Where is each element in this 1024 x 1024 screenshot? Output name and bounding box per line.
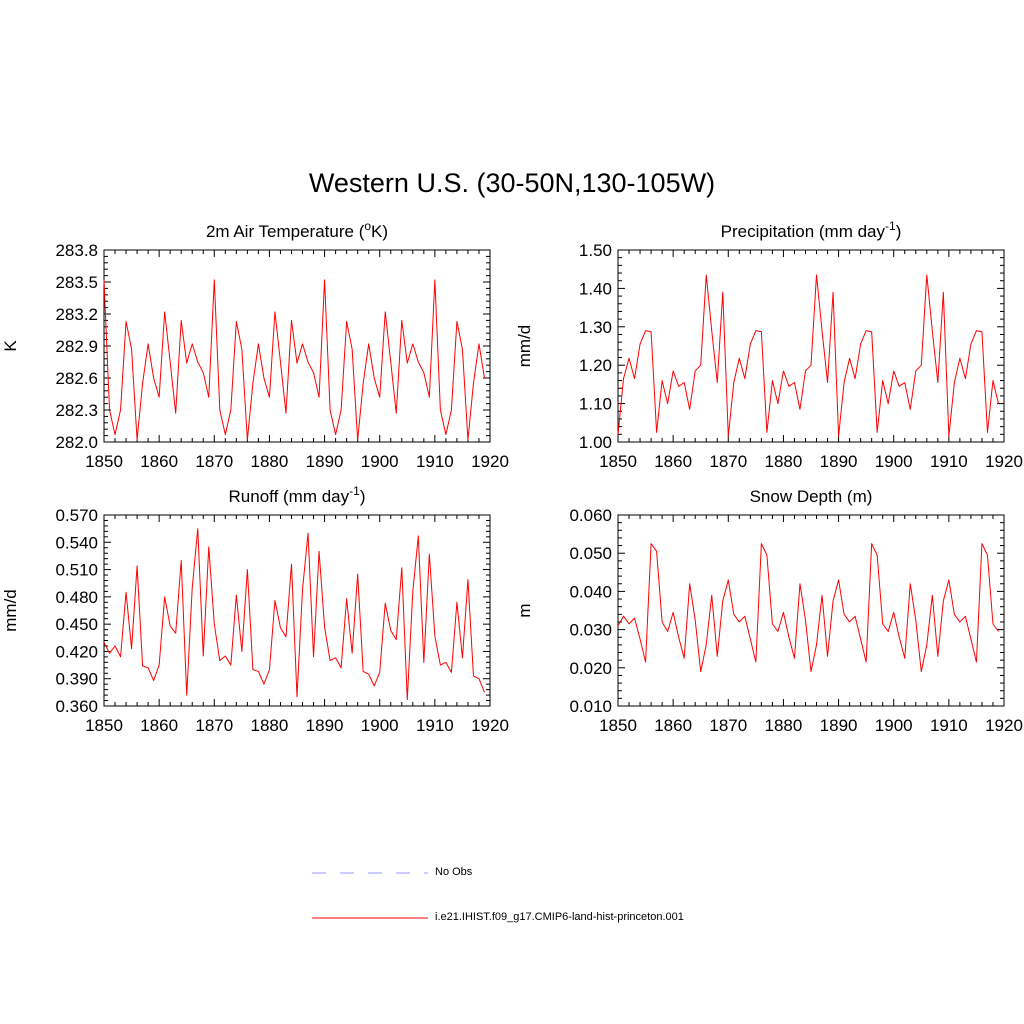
figure-title: Western U.S. (30-50N,130-105W) — [308, 168, 716, 198]
y-tick-label: 0.540 — [55, 533, 98, 552]
series-line — [103, 279, 485, 441]
x-tick-label: 1920 — [471, 452, 509, 471]
x-tick-label: 1850 — [85, 452, 123, 471]
y-tick-label: 1.10 — [579, 395, 612, 414]
panel-title: Runoff (mm day-1) — [229, 484, 366, 506]
x-tick-label: 1860 — [654, 452, 692, 471]
y-tick-label: 282.6 — [55, 369, 98, 388]
y-tick-label: 0.050 — [569, 544, 612, 563]
legend-model-label: i.e21.IHIST.f09_g17.CMIP6-land-hist-prin… — [435, 911, 684, 923]
x-tick-label: 1890 — [306, 452, 344, 471]
panel-title: Snow Depth (m) — [750, 487, 873, 506]
x-tick-label: 1920 — [985, 716, 1023, 735]
x-tick-label: 1900 — [361, 452, 399, 471]
y-tick-label: 0.510 — [55, 561, 98, 580]
legend-lines — [312, 872, 428, 919]
y-axis-label: mm/d — [515, 325, 534, 368]
x-tick-label: 1880 — [765, 716, 803, 735]
x-tick-label: 1860 — [140, 716, 178, 735]
panel-2: 1850 1860 1870 1880 1890 1900 1910 1920 1.00 1.10… — [515, 219, 1023, 471]
x-tick-label: 1900 — [875, 716, 913, 735]
x-tick-label: 1870 — [709, 716, 747, 735]
y-tick-label: 283.8 — [55, 241, 98, 260]
plot-frame — [103, 514, 491, 707]
x-tick-label: 1880 — [251, 452, 289, 471]
series-line — [617, 543, 999, 673]
y-tick-label: 0.040 — [569, 582, 612, 601]
panel-4: 1850 1860 1870 1880 1890 1900 1910 1920 0.010 0.0… — [515, 487, 1023, 735]
x-tick-label: 1860 — [140, 452, 178, 471]
panel-1: 1850 1860 1870 1880 1890 1900 1910 1920 282.0 282… — [1, 219, 509, 471]
legend-obs-label: No Obs — [435, 866, 473, 878]
y-tick-label: 1.20 — [579, 356, 612, 375]
y-tick-label: 282.0 — [55, 433, 98, 452]
x-tick-label: 1850 — [85, 716, 123, 735]
y-tick-label: 1.50 — [579, 241, 612, 260]
y-tick-label: 0.010 — [569, 697, 612, 716]
y-tick-label: 0.060 — [569, 506, 612, 525]
y-axis-label: m — [515, 603, 534, 617]
x-tick-label: 1900 — [875, 452, 913, 471]
x-tick-label: 1920 — [471, 716, 509, 735]
y-tick-label: 0.480 — [55, 588, 98, 607]
x-tick-label: 1880 — [251, 716, 289, 735]
panels-group: 1850 1860 1870 1880 1890 1900 1910 1920 282.0 282… — [1, 219, 1023, 735]
panel-title: Precipitation (mm day-1) — [721, 219, 902, 241]
x-tick-label: 1910 — [930, 452, 968, 471]
x-tick-label: 1890 — [306, 716, 344, 735]
y-tick-label: 0.390 — [55, 670, 98, 689]
y-axis-label: mm/d — [1, 589, 20, 632]
y-tick-label: 1.30 — [579, 318, 612, 337]
y-tick-label: 0.360 — [55, 697, 98, 716]
x-tick-label: 1870 — [709, 452, 747, 471]
x-tick-label: 1870 — [195, 716, 233, 735]
y-tick-label: 1.40 — [579, 279, 612, 298]
x-tick-label: 1880 — [765, 452, 803, 471]
x-tick-label: 1920 — [985, 452, 1023, 471]
y-tick-label: 0.420 — [55, 642, 98, 661]
plot-frame — [617, 249, 1005, 443]
y-axis-label: K — [1, 340, 20, 352]
x-tick-label: 1910 — [416, 452, 454, 471]
x-tick-label: 1890 — [820, 452, 858, 471]
y-tick-label: 0.450 — [55, 615, 98, 634]
x-tick-label: 1850 — [599, 452, 637, 471]
y-tick-label: 282.3 — [55, 401, 98, 420]
y-tick-label: 0.570 — [55, 506, 98, 525]
series-line — [103, 528, 485, 701]
y-tick-label: 283.5 — [55, 273, 98, 292]
series-line — [617, 274, 999, 437]
y-tick-label: 1.00 — [579, 433, 612, 452]
x-tick-label: 1850 — [599, 716, 637, 735]
x-tick-label: 1900 — [361, 716, 399, 735]
plot-frame — [617, 514, 1005, 707]
y-tick-label: 0.020 — [569, 659, 612, 678]
x-tick-label: 1870 — [195, 452, 233, 471]
x-tick-label: 1890 — [820, 716, 858, 735]
panel-title: 2m Air Temperature (oK) — [206, 219, 388, 241]
x-tick-label: 1860 — [654, 716, 692, 735]
x-tick-label: 1910 — [416, 716, 454, 735]
y-tick-label: 282.9 — [55, 337, 98, 356]
panel-3: 1850 1860 1870 1880 1890 1900 1910 1920 0.360 0.3… — [1, 484, 509, 735]
y-tick-label: 0.030 — [569, 621, 612, 640]
x-tick-label: 1910 — [930, 716, 968, 735]
y-tick-label: 283.2 — [55, 305, 98, 324]
